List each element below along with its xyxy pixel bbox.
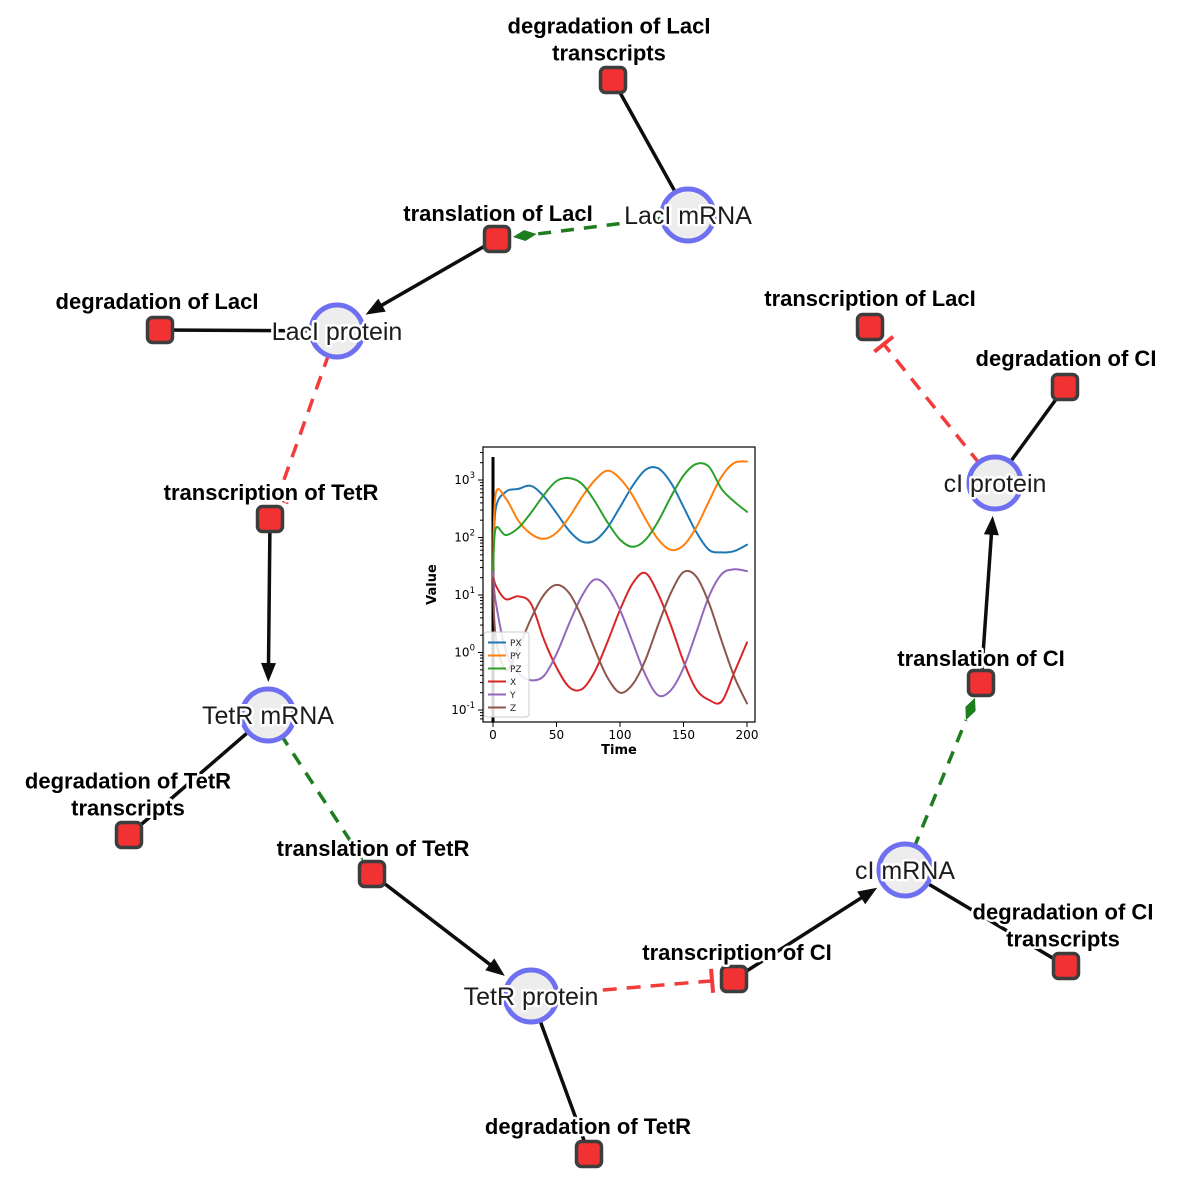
edge-translation-tetr-tetr-protein	[370, 872, 498, 972]
legend-label-Z: Z	[510, 704, 516, 714]
legend-label-PY: PY	[510, 652, 521, 662]
reaction-node-transcription-ci[interactable]	[719, 964, 749, 994]
svg-text:200: 200	[736, 728, 759, 742]
edge-translation-laci-laci-protein-arrowhead	[365, 298, 386, 315]
reaction-node-translation-laci[interactable]	[482, 224, 512, 254]
svg-text:0: 0	[489, 728, 497, 742]
legend-label-PZ: PZ	[510, 665, 522, 675]
species-node-ci-protein[interactable]	[966, 454, 1024, 512]
edge-tetr-protein-transcription-ci-tbar	[709, 968, 716, 993]
edge-transcription-ci-ci-mrna	[733, 891, 870, 981]
nodes-layer	[114, 65, 1081, 1169]
edge-tetr-mrna-degradation-tetr-transcripts	[127, 713, 270, 837]
reaction-node-transcription-laci[interactable]	[855, 312, 885, 342]
edge-transcription-ci-ci-mrna-arrowhead	[857, 887, 878, 905]
edge-laci-protein-degradation-laci	[159, 328, 338, 333]
axes-frame	[482, 446, 756, 723]
svg-text:102: 102	[454, 529, 475, 545]
legend-label-PX: PX	[510, 639, 522, 649]
edge-translation-ci-ci-protein	[979, 525, 994, 684]
edge-tetr-protein-transcription-ci	[530, 979, 713, 998]
reaction-label-transcription-ci: transcription of CI	[642, 940, 831, 965]
edge-ci-mrna-degradation-ci-transcripts	[904, 868, 1067, 968]
reaction-label-degradation-ci-transcripts-line1: degradation of CI	[973, 900, 1154, 925]
edge-tetr-mrna-translation-tetr-diamond	[350, 840, 364, 861]
reaction-label-transcription-tetr: transcription of TetR	[164, 480, 379, 505]
edges-layer	[127, 79, 1067, 1155]
species-node-laci-protein[interactable]	[308, 302, 366, 360]
reaction-label-degradation-tetr-transcripts-line1: degradation of TetR	[25, 769, 231, 794]
svg-text:103: 103	[454, 471, 475, 487]
reaction-label-degradation-tetr-transcripts-line2: transcripts	[71, 796, 185, 821]
edge-laci-protein-transcription-tetr-tbar	[265, 492, 290, 505]
tick-labels: 10-1 100 101 102 103 0 50 100 150 200	[451, 471, 758, 742]
species-label-ci-protein: cI protein	[944, 470, 1047, 498]
edge-translation-ci-ci-protein-arrowhead	[983, 515, 999, 536]
reaction-node-degradation-ci[interactable]	[1050, 372, 1080, 402]
reaction-label-translation-ci: translation of CI	[897, 646, 1064, 671]
reaction-node-transcription-tetr[interactable]	[255, 504, 285, 534]
edge-translation-tetr-tetr-protein-arrowhead	[485, 958, 505, 976]
chart-ylabel: Value	[425, 564, 440, 605]
reaction-node-translation-tetr[interactable]	[357, 859, 387, 889]
series-line-PX	[492, 466, 748, 579]
species-node-ci-mrna[interactable]	[876, 841, 934, 899]
reaction-node-degradation-tetr-transcripts[interactable]	[114, 820, 144, 850]
series-line-PY	[492, 460, 748, 579]
species-node-tetr-mrna[interactable]	[239, 686, 297, 744]
svg-text:150: 150	[672, 728, 695, 742]
edge-laci-protein-transcription-tetr	[275, 330, 339, 499]
species-label-laci-mrna: LacI mRNA	[624, 202, 752, 230]
series-line-PZ	[492, 462, 748, 579]
svg-text:100: 100	[454, 644, 475, 660]
reaction-label-degradation-laci-transcripts-line2: transcripts	[552, 41, 666, 66]
edge-laci-mrna-translation-laci-diamond	[512, 230, 537, 241]
reaction-label-transcription-laci: transcription of LacI	[764, 286, 975, 311]
edge-ci-protein-transcription-laci-tbar	[873, 335, 895, 354]
species-node-tetr-protein[interactable]	[502, 967, 560, 1025]
legend-label-X: X	[510, 678, 516, 688]
reaction-node-degradation-ci-transcripts[interactable]	[1051, 951, 1081, 981]
species-label-tetr-protein: TetR protein	[464, 983, 599, 1011]
edge-ci-protein-transcription-laci	[882, 343, 997, 485]
species-label-laci-protein: LacI protein	[272, 318, 403, 346]
series-line-X	[492, 571, 748, 705]
reaction-label-degradation-tetr: degradation of TetR	[485, 1114, 691, 1139]
legend-box	[483, 631, 530, 718]
reaction-node-translation-ci[interactable]	[966, 668, 996, 698]
svg-text:10-1: 10-1	[451, 701, 475, 717]
edge-translation-laci-laci-protein	[373, 237, 498, 312]
species-label-ci-mrna: cI mRNA	[855, 857, 955, 885]
reaction-label-translation-tetr: translation of TetR	[277, 836, 470, 861]
chart-xlabel: Time	[601, 743, 637, 758]
edge-transcription-tetr-tetr-mrna-arrowhead	[261, 662, 276, 682]
reaction-node-degradation-tetr[interactable]	[574, 1139, 604, 1169]
labels-layer: LacI mRNA LacI protein TetR mRNA TetR prote…	[22, 11, 1159, 1142]
reaction-label-degradation-ci-transcripts-line2: transcripts	[1006, 927, 1120, 952]
edge-ci-mrna-translation-ci-diamond	[965, 697, 976, 721]
reaction-node-degradation-laci-transcripts[interactable]	[598, 65, 628, 95]
species-node-laci-mrna[interactable]	[659, 186, 717, 244]
reaction-label-degradation-ci: degradation of CI	[976, 346, 1157, 371]
species-label-tetr-mrna: TetR mRNA	[202, 702, 334, 730]
reaction-label-degradation-laci: degradation of LacI	[56, 289, 259, 314]
svg-text:101: 101	[454, 586, 475, 602]
reaction-label-translation-laci: translation of LacI	[403, 201, 592, 226]
edge-transcription-tetr-tetr-mrna	[266, 518, 272, 673]
reaction-node-degradation-laci[interactable]	[145, 315, 175, 345]
svg-text:50: 50	[549, 728, 564, 742]
chart-legend: PX PY PZ XYZ	[483, 631, 530, 718]
reaction-label-degradation-laci-transcripts-line1: degradation of LacI	[508, 14, 711, 39]
legend-label-Y: Y	[509, 691, 516, 701]
svg-text:100: 100	[609, 728, 632, 742]
